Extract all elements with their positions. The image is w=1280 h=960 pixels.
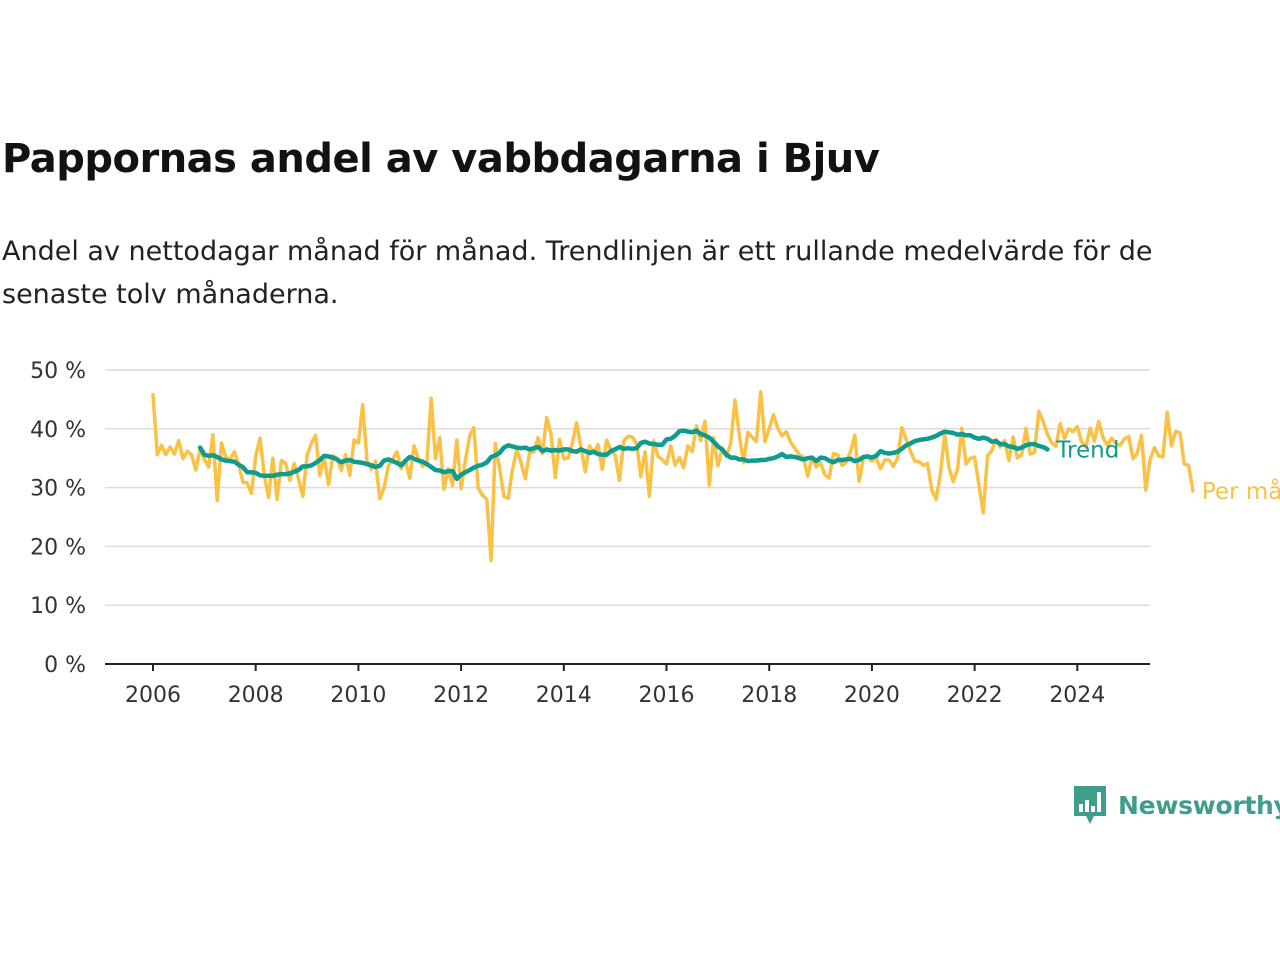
x-tick-label: 2008	[228, 683, 284, 708]
y-tick-label: 0 %	[44, 653, 86, 678]
x-axis: 2006 2008 2010 2012 2014 2016 2018 2020 2022 2024	[105, 663, 1150, 708]
line-chart: 0 % 10 % 20 % 30 % 40 % 50 % 2006 2008 2010 2012…	[30, 359, 1280, 708]
y-tick-label: 40 %	[30, 418, 86, 443]
series-labels: Trend Per månad	[1055, 437, 1280, 505]
y-tick-label: 30 %	[30, 477, 86, 502]
bar-chart-speech-bubble-icon	[1074, 786, 1106, 824]
monthly-line	[151, 390, 1195, 563]
chart-subtitle: Andel av nettodagar månad för månad. Tre…	[2, 236, 1153, 310]
y-tick-label: 50 %	[30, 359, 86, 384]
x-tick-label: 2018	[741, 683, 797, 708]
x-tick-label: 2010	[330, 683, 386, 708]
x-tick-label: 2006	[125, 683, 181, 708]
logo-text: Newsworthy	[1118, 790, 1280, 820]
gridlines	[105, 369, 1150, 606]
y-tick-label: 10 %	[30, 594, 86, 619]
chart-title: Pappornas andel av vabbdagarna i Bjuv	[2, 136, 880, 182]
trend-line	[197, 428, 1050, 482]
x-tick-label: 2024	[1049, 683, 1105, 708]
x-tick-label: 2016	[639, 683, 695, 708]
x-tick-label: 2014	[536, 683, 592, 708]
newsworthy-logo[interactable]: Newsworthy	[1072, 784, 1280, 826]
x-tick-label: 2020	[844, 683, 900, 708]
y-axis: 0 % 10 % 20 % 30 % 40 % 50 %	[30, 359, 86, 678]
trend-label: Trend	[1055, 437, 1119, 463]
x-tick-label: 2012	[433, 683, 489, 708]
x-tick-label: 2022	[947, 683, 1003, 708]
monthly-label: Per månad	[1202, 477, 1280, 505]
y-tick-label: 20 %	[30, 535, 86, 560]
series-lines	[151, 390, 1195, 563]
